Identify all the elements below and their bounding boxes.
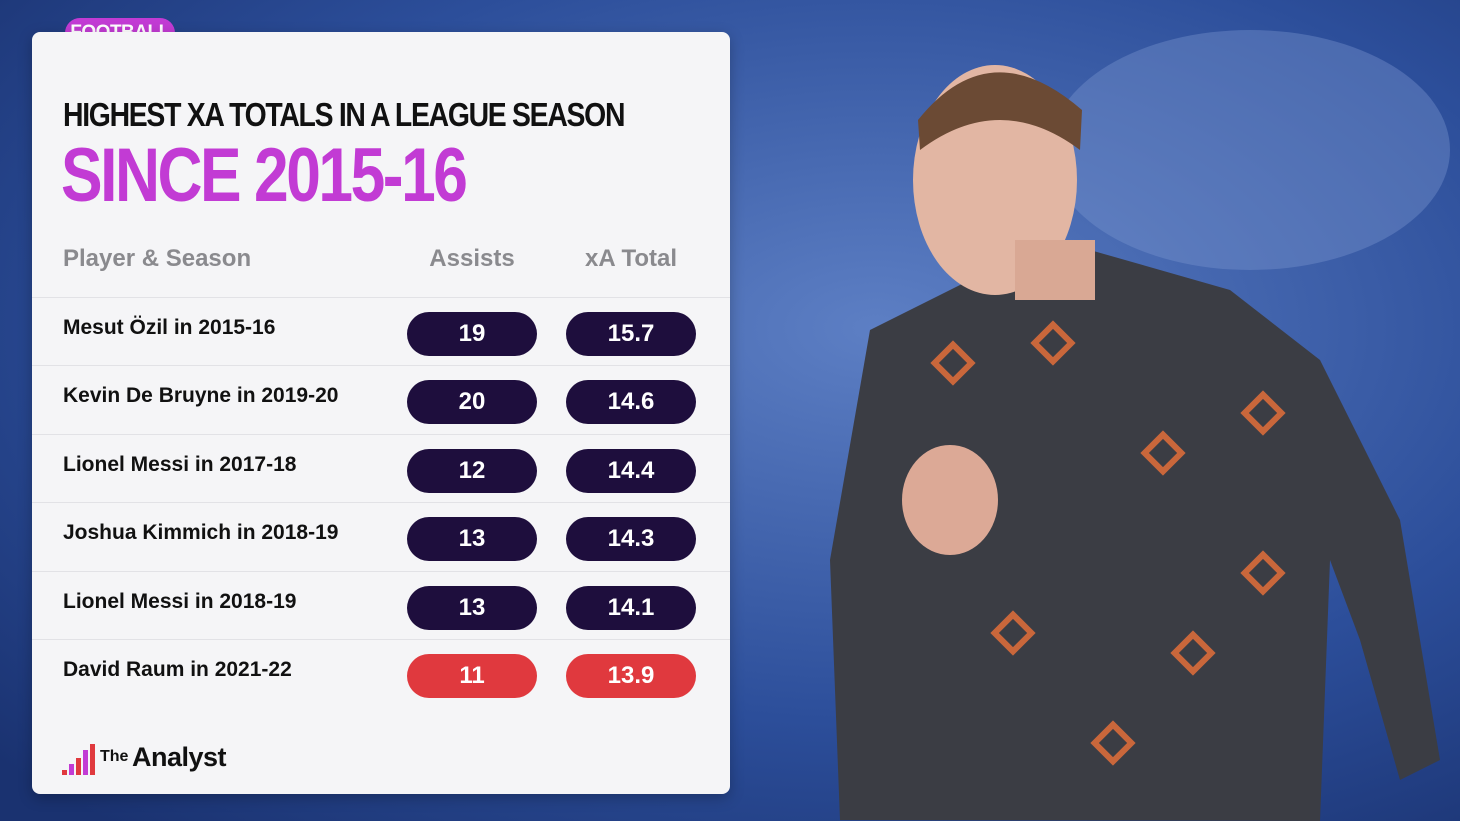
table-row: Joshua Kimmich in 2018-19 13 14.3 (32, 502, 730, 571)
xa-value: 14.1 (566, 585, 696, 630)
player-season: David Raum in 2021-22 (63, 658, 292, 681)
player-season: Lionel Messi in 2018-19 (63, 589, 297, 613)
logo-text: The (100, 748, 129, 765)
xa-value: 14.3 (566, 517, 696, 562)
assists-value: 13 (407, 585, 537, 630)
column-header: Player & Season (63, 245, 252, 272)
table-row: Lionel Messi in 2017-18 12 14.4 (32, 433, 730, 503)
assists-value: 11 (407, 654, 537, 698)
assists-value: 20 (407, 380, 537, 425)
table-row: Kevin De Bruyne in 2019-20 20 14.6 (32, 365, 730, 434)
card: HIGHEST XA TOTALS IN A LEAGUE SEASON SIN… (32, 32, 730, 794)
logo-icon (62, 744, 95, 775)
title: HIGHEST XA TOTALS IN A LEAGUE SEASON (63, 96, 625, 133)
logo-text: Analyst (132, 742, 227, 772)
assists-value: 13 (407, 517, 537, 562)
xa-value: 14.6 (566, 380, 696, 425)
player-season: Joshua Kimmich in 2018-19 (63, 521, 339, 545)
xa-value: 13.9 (566, 654, 696, 698)
table-row: Lionel Messi in 2018-19 13 14.1 (32, 570, 730, 640)
column-header: Assists (429, 245, 515, 272)
subtitle: SINCE 2015-16 (61, 133, 468, 218)
xa-value: 15.7 (566, 312, 696, 356)
player-season: Kevin De Bruyne in 2019-20 (63, 384, 339, 408)
player-season: Lionel Messi in 2017-18 (63, 452, 297, 476)
assists-value: 19 (407, 312, 537, 356)
player-season: Mesut Özil in 2015-16 (63, 316, 276, 339)
table-row: Mesut Özil in 2015-16 19 15.7 (32, 297, 730, 366)
assists-value: 12 (407, 448, 537, 493)
table-row: David Raum in 2021-22 11 13.9 (32, 639, 730, 708)
xa-value: 14.4 (566, 448, 696, 493)
column-header: xA Total (584, 245, 677, 272)
